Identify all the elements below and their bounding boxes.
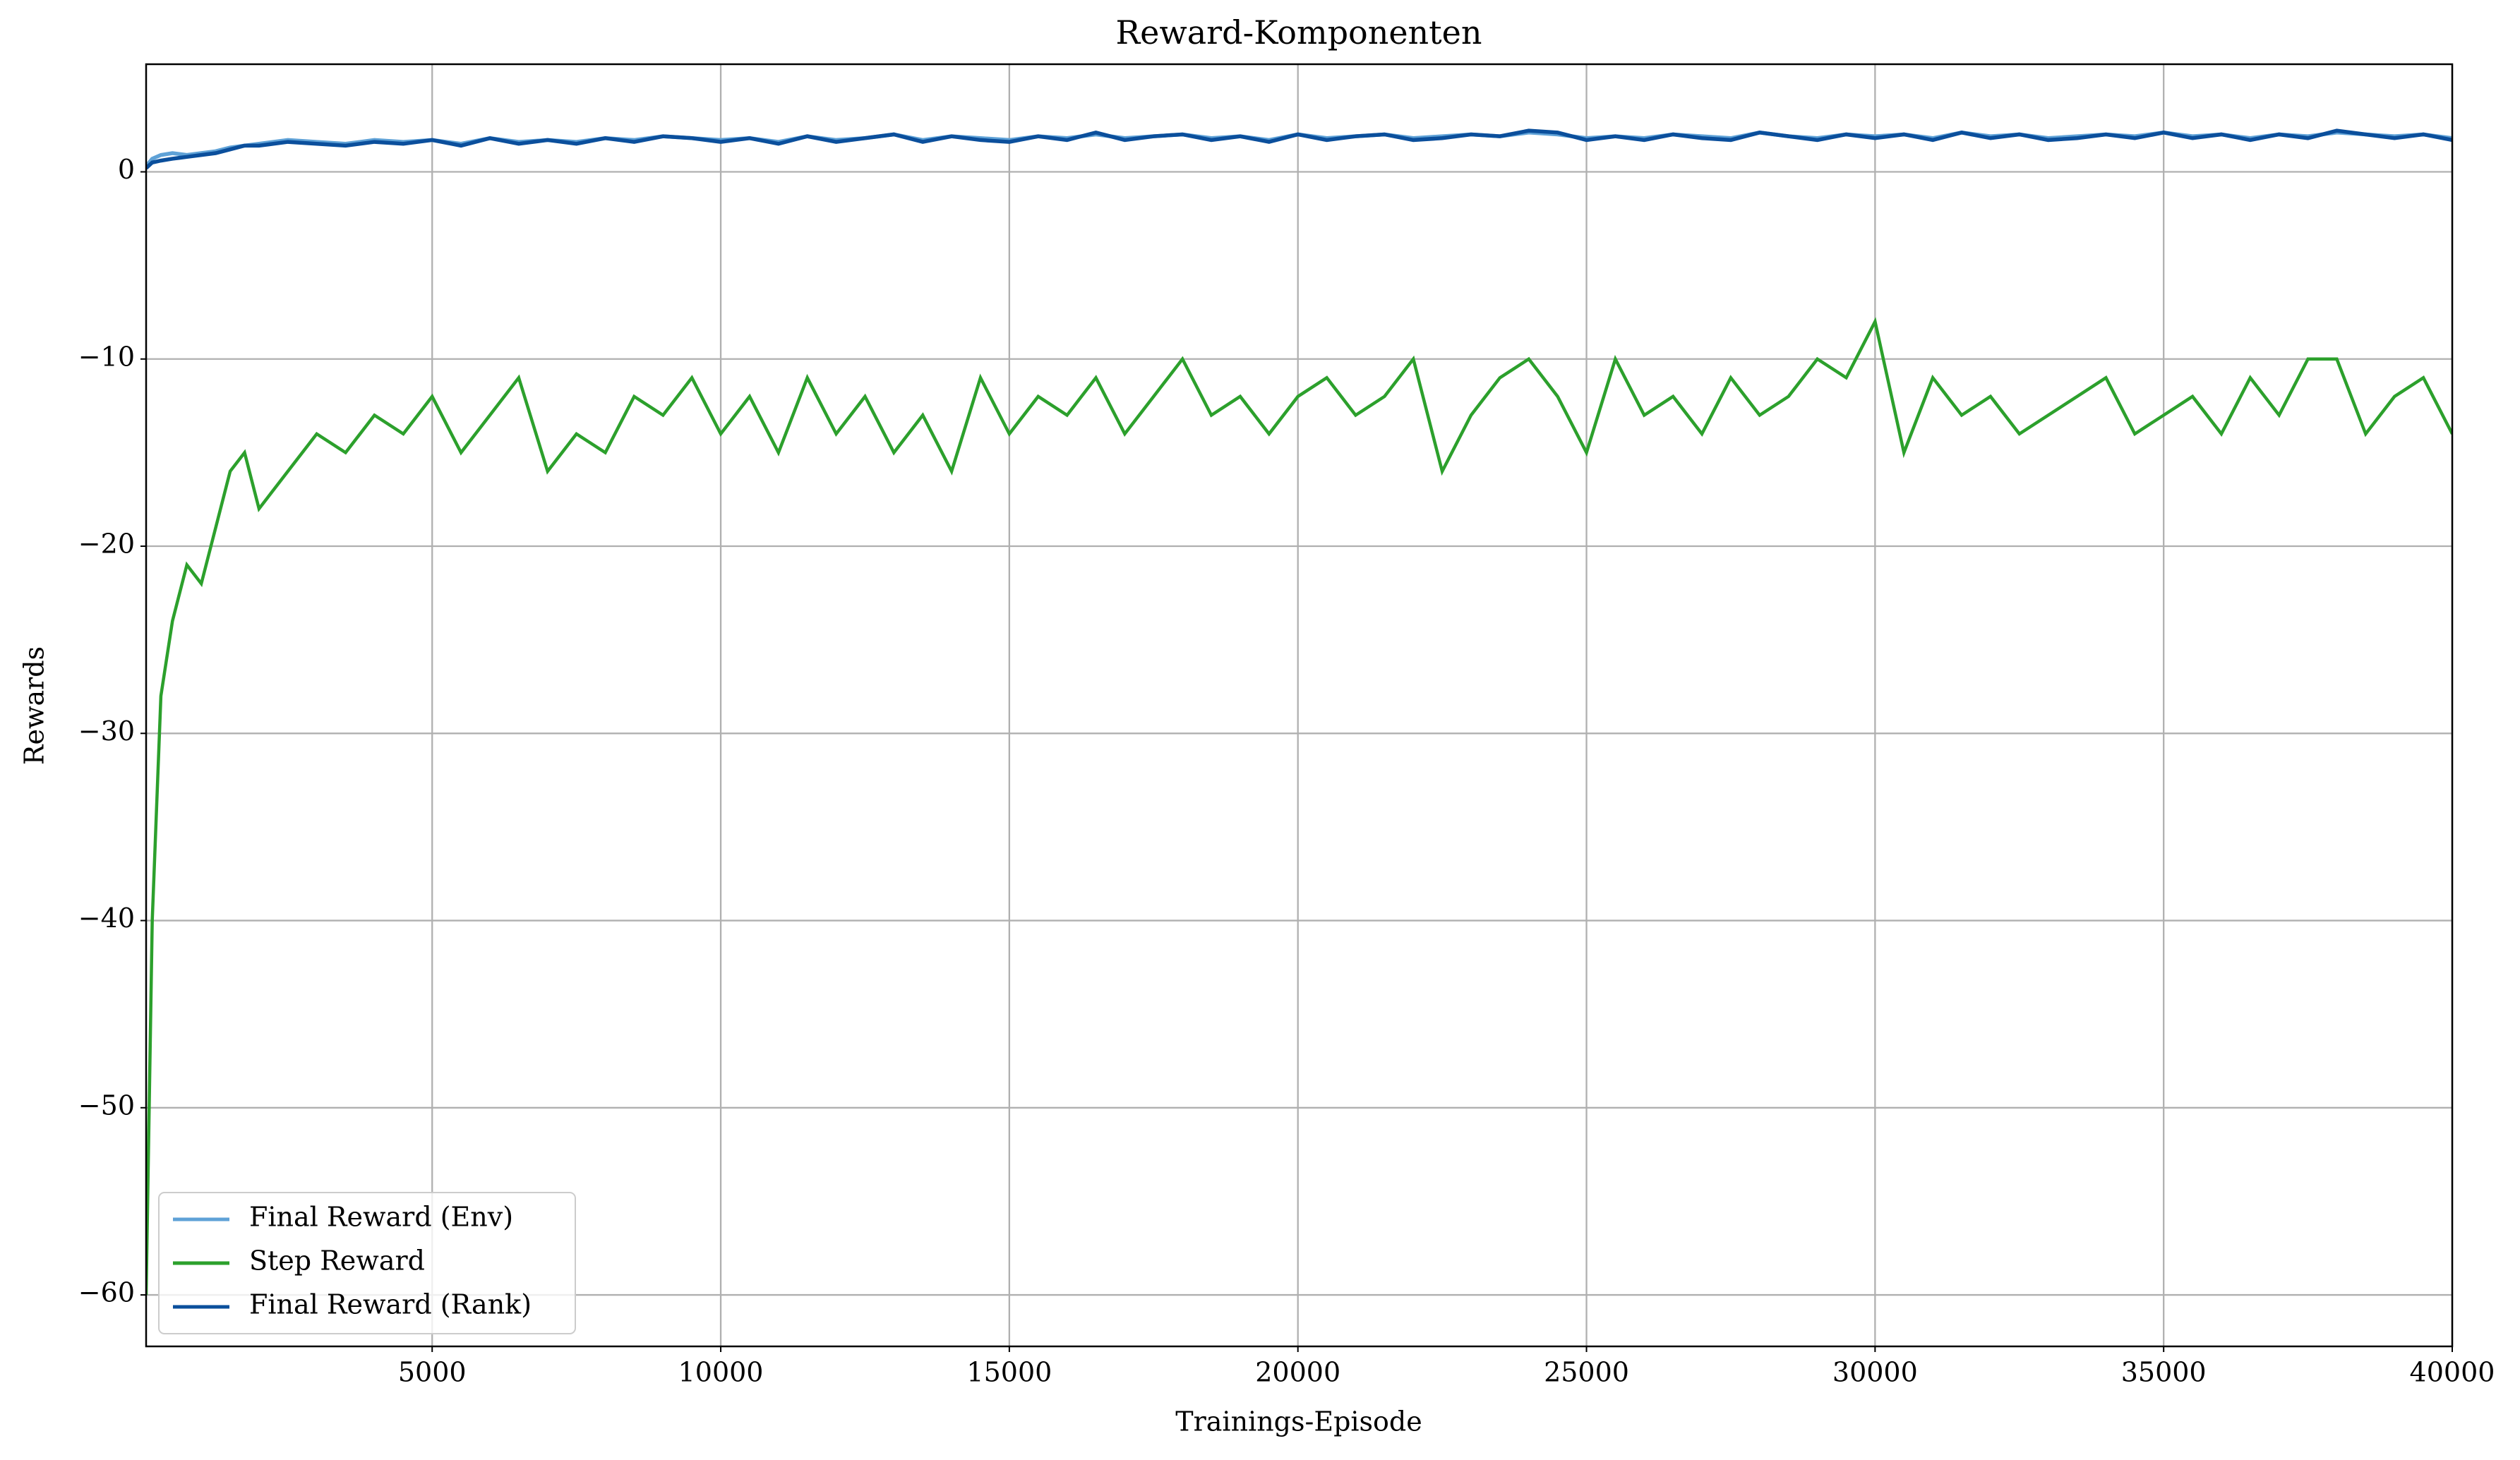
x-tick-label: 25000 — [1544, 1357, 1629, 1388]
y-tick-label: −60 — [78, 1277, 135, 1308]
y-tick-label: −10 — [78, 341, 135, 372]
plot-frame — [145, 63, 2454, 1348]
y-tick-label: −20 — [78, 529, 135, 560]
y-tick-label: 0 — [118, 154, 135, 185]
x-tick-label: 35000 — [2121, 1357, 2207, 1388]
x-tick-label: 20000 — [1255, 1357, 1340, 1388]
legend-label: Final Reward (Env) — [249, 1202, 513, 1233]
series-line — [146, 128, 2452, 170]
y-tick-label: −50 — [78, 1090, 135, 1121]
chart-title: Reward-Komponenten — [1115, 13, 1482, 52]
y-tick-label: −30 — [78, 716, 135, 747]
series-line — [146, 317, 2452, 1296]
y-tick-label: −40 — [78, 903, 135, 934]
legend-label: Final Reward (Rank) — [249, 1289, 532, 1320]
x-tick-label: 10000 — [678, 1357, 764, 1388]
legend-box — [158, 1192, 576, 1334]
x-tick-label: 15000 — [966, 1357, 1052, 1388]
x-axis-label: Trainings-Episode — [1175, 1406, 1422, 1437]
x-tick-label: 5000 — [398, 1357, 467, 1388]
y-axis-label: Rewards — [19, 646, 50, 765]
x-tick-label: 30000 — [1832, 1357, 1918, 1388]
x-tick-label: 40000 — [2410, 1357, 2495, 1388]
legend-label: Step Reward — [249, 1245, 425, 1277]
